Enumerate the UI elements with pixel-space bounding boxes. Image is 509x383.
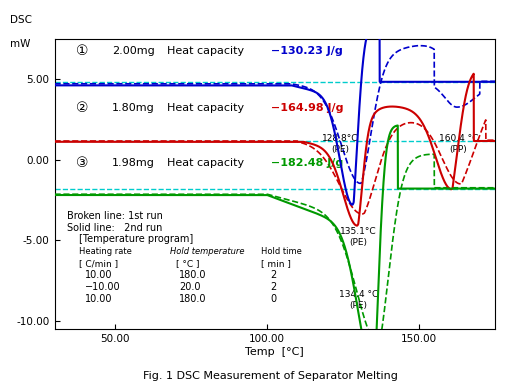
Text: 160.4 °C
(PP): 160.4 °C (PP) [438, 134, 477, 154]
Text: Fig. 1 DSC Measurement of Separator Melting: Fig. 1 DSC Measurement of Separator Melt… [143, 371, 397, 381]
Text: [ min ]: [ min ] [261, 259, 291, 268]
Text: Hold time: Hold time [261, 247, 301, 256]
Text: 134.4 °C
(PE): 134.4 °C (PE) [338, 290, 377, 309]
Text: Solid line:   2nd run: Solid line: 2nd run [67, 223, 162, 233]
Text: 10.00: 10.00 [84, 270, 112, 280]
Text: −10.00: −10.00 [84, 282, 120, 292]
Text: ③: ③ [76, 156, 88, 170]
Text: Heating rate: Heating rate [79, 247, 131, 256]
Text: ①: ① [76, 44, 88, 59]
X-axis label: Temp  [°C]: Temp [°C] [245, 347, 303, 357]
Text: [ °C ]: [ °C ] [176, 259, 199, 268]
Text: 180.0: 180.0 [179, 294, 206, 304]
Text: Hold temperature: Hold temperature [169, 247, 244, 256]
Text: Heat capacity: Heat capacity [166, 46, 244, 57]
Text: 20.0: 20.0 [179, 282, 200, 292]
Text: Broken line: 1st run: Broken line: 1st run [67, 211, 162, 221]
Text: ②: ② [76, 101, 88, 115]
Text: 135.1°C
(PE): 135.1°C (PE) [340, 227, 376, 247]
Text: [ C/min ]: [ C/min ] [79, 259, 118, 268]
Text: −164.98 J/g: −164.98 J/g [267, 103, 343, 113]
Text: 1.80mg: 1.80mg [112, 103, 155, 113]
Text: −182.48 J/g: −182.48 J/g [267, 158, 343, 168]
Text: 128.8°C
(PE): 128.8°C (PE) [321, 134, 358, 154]
Text: 2.00mg: 2.00mg [112, 46, 155, 57]
Text: Heat capacity: Heat capacity [166, 103, 244, 113]
Text: 10.00: 10.00 [84, 294, 112, 304]
Text: [Temperature program]: [Temperature program] [79, 234, 193, 244]
Text: Heat capacity: Heat capacity [166, 158, 244, 168]
Text: 0: 0 [270, 294, 276, 304]
Text: −130.23 J/g: −130.23 J/g [267, 46, 342, 57]
Text: 2: 2 [270, 282, 276, 292]
Text: 180.0: 180.0 [179, 270, 206, 280]
Text: 1.98mg: 1.98mg [112, 158, 155, 168]
Text: DSC: DSC [11, 15, 33, 25]
Text: mW: mW [11, 39, 31, 49]
Text: 2: 2 [270, 270, 276, 280]
